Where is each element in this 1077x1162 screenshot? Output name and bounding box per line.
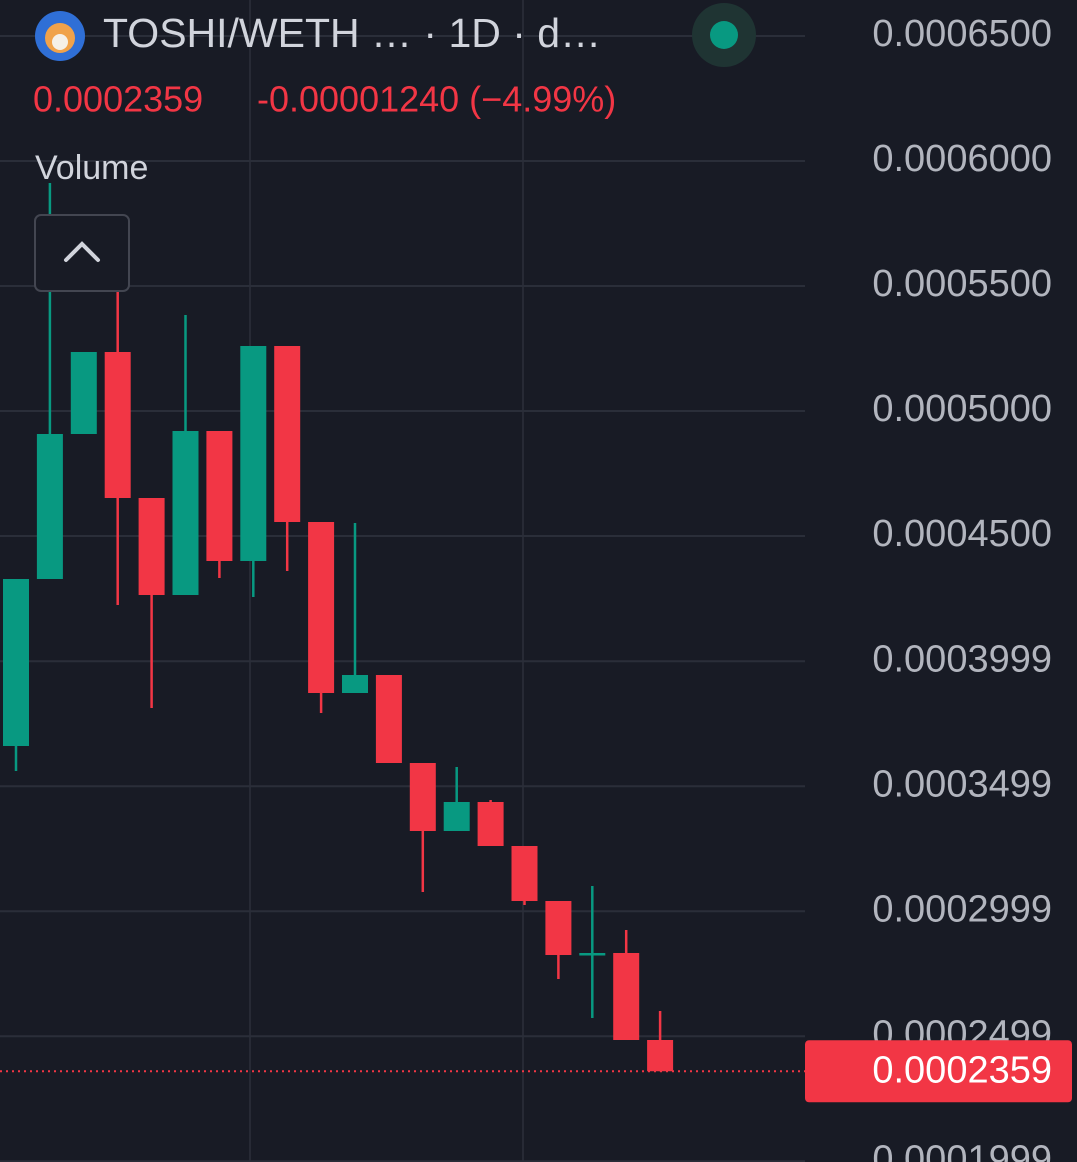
candle-body [477, 802, 504, 846]
candle-body [36, 434, 63, 579]
plot: 0.0006500 0.0006000 0.0005500 0.0005000 0.00… [0, 13, 1052, 1162]
symbol-title[interactable]: TOSHI/WETH … · 1D · d… [103, 10, 601, 56]
candle-body [545, 901, 572, 955]
candle-body [172, 431, 199, 595]
y-tick-label: 0.0003499 [872, 763, 1052, 805]
candle-body [579, 953, 606, 956]
candle-body [138, 498, 165, 595]
candle-body [613, 953, 640, 1040]
symbol-logo-muzzle [52, 34, 68, 50]
y-tick-label: 0.0001999 [872, 1138, 1052, 1162]
candle-body [409, 763, 436, 831]
status-dot [710, 21, 738, 49]
last-price-tag [805, 1040, 1072, 1103]
candle-body [647, 1040, 674, 1072]
candle-body [3, 579, 29, 746]
collapse-icon [64, 241, 100, 262]
candle-body [511, 846, 538, 901]
y-tick-label: 0.0003999 [872, 638, 1052, 680]
indicator-label: Volume [35, 149, 148, 187]
candle-body [274, 346, 301, 522]
close-value: 0.0002359 [33, 79, 203, 120]
candle-body [104, 352, 131, 498]
candle-body [70, 352, 97, 434]
candle-body [206, 431, 233, 561]
candle-body [342, 675, 368, 693]
last-price-label: 0.0002359 [872, 1049, 1052, 1091]
y-tick-label: 0.0006500 [872, 13, 1052, 55]
y-tick-label: 0.0002999 [872, 888, 1052, 930]
change-value: -0.00001240 (−4.99%) [257, 79, 616, 120]
y-tick-label: 0.0005500 [872, 263, 1052, 305]
candle-body [443, 802, 470, 831]
y-tick-label: 0.0005000 [872, 388, 1052, 430]
candle-body [308, 522, 335, 693]
y-tick-label: 0.0006000 [872, 138, 1052, 180]
candle-body [375, 675, 402, 763]
candle-body [240, 346, 267, 561]
collapse-button[interactable] [34, 214, 130, 292]
y-tick-label: 0.0004500 [872, 513, 1052, 555]
